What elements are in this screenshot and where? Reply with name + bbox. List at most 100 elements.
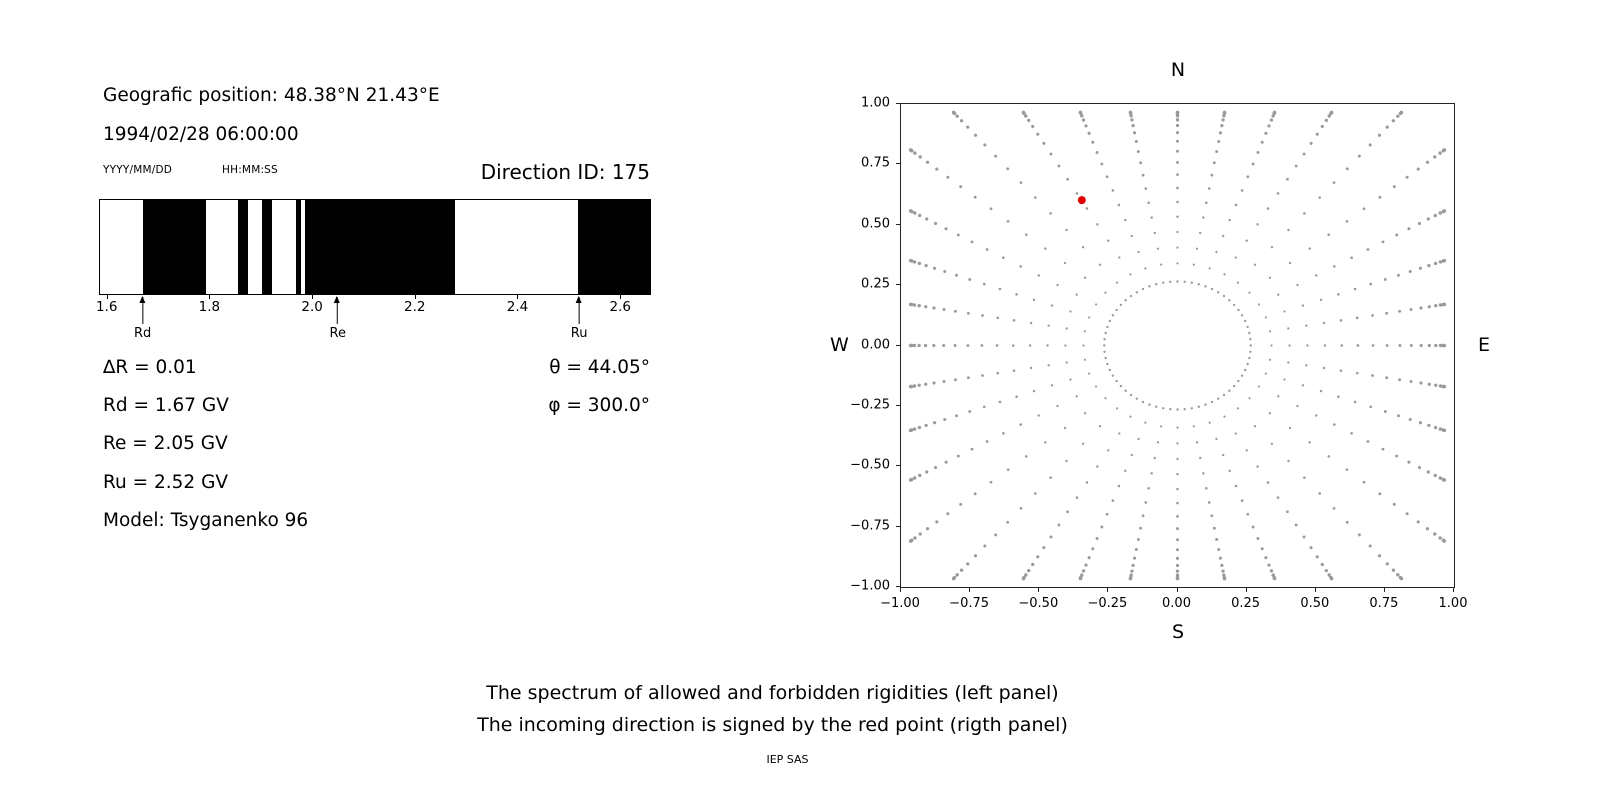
asymptotic-dot bbox=[1128, 110, 1133, 115]
ring-dot bbox=[1106, 362, 1109, 366]
asymptotic-dot bbox=[1133, 556, 1137, 560]
marker-label: Rd bbox=[133, 326, 152, 341]
asymptotic-dot bbox=[1306, 344, 1309, 347]
asymptotic-dot bbox=[1192, 263, 1195, 266]
asymptotic-dot bbox=[996, 316, 1000, 320]
asymptotic-dot bbox=[1240, 499, 1244, 502]
y-tick-mark bbox=[896, 465, 900, 467]
asymptotic-dot bbox=[1383, 278, 1387, 281]
asymptotic-dot bbox=[1057, 164, 1061, 168]
asymptotic-dot bbox=[913, 151, 917, 155]
asymptotic-dot bbox=[1107, 449, 1110, 452]
asymptotic-dot bbox=[908, 384, 913, 389]
forbidden-band bbox=[143, 200, 207, 294]
ring-dot bbox=[1119, 384, 1123, 388]
asymptotic-dot bbox=[1088, 372, 1091, 375]
asymptotic-dot bbox=[1427, 382, 1431, 386]
ring-dot bbox=[1155, 283, 1158, 286]
asymptotic-dot bbox=[1362, 207, 1366, 211]
asymptotic-dot bbox=[995, 344, 999, 347]
asymptotic-dot bbox=[1221, 234, 1225, 238]
asymptotic-dot bbox=[1117, 203, 1121, 207]
asymptotic-dot bbox=[1296, 283, 1299, 287]
asymptotic-dot bbox=[1248, 397, 1251, 400]
asymptotic-dot bbox=[942, 308, 946, 312]
y-tick-mark bbox=[896, 163, 900, 165]
date-format-label: YYYY/MM/DD bbox=[103, 164, 173, 176]
forbidden-band bbox=[296, 200, 302, 294]
asymptotic-dot bbox=[1322, 321, 1326, 325]
asymptotic-dot bbox=[973, 195, 977, 199]
asymptotic-dot bbox=[1442, 478, 1447, 482]
asymptotic-dot bbox=[953, 309, 957, 313]
asymptotic-dot bbox=[1385, 376, 1389, 380]
asymptotic-dot bbox=[1267, 124, 1271, 128]
asymptotic-dot bbox=[953, 378, 957, 382]
asymptotic-dot bbox=[944, 227, 948, 231]
asymptotic-dot bbox=[1128, 576, 1133, 581]
asymptotic-dot bbox=[1269, 569, 1274, 573]
asymptotic-dot bbox=[1438, 536, 1442, 540]
caption-line-1: The spectrum of allowed and forbidden ri… bbox=[486, 682, 1059, 704]
asymptotic-dot bbox=[951, 110, 956, 115]
asymptotic-dot bbox=[1044, 441, 1047, 444]
asymptotic-dot bbox=[956, 454, 960, 458]
ring-dot bbox=[1249, 344, 1252, 347]
y-tick-label: 1.00 bbox=[861, 95, 890, 111]
asymptotic-dot bbox=[1433, 213, 1437, 218]
asymptotic-dot bbox=[1096, 223, 1099, 226]
asymptotic-dot bbox=[1199, 231, 1202, 235]
asymptotic-dot bbox=[1034, 196, 1037, 199]
ring-dot bbox=[1148, 285, 1151, 288]
asymptotic-dot bbox=[1309, 546, 1313, 550]
x-tick-mark bbox=[106, 295, 108, 299]
asymptotic-dot bbox=[1350, 431, 1353, 435]
x-tick-label: 0.50 bbox=[1300, 596, 1330, 611]
theta-value: θ = 44.05° bbox=[549, 357, 650, 378]
asymptotic-dot bbox=[1353, 400, 1357, 404]
asymptotic-dot bbox=[1160, 263, 1163, 266]
asymptotic-dot bbox=[1015, 293, 1018, 296]
asymptotic-dot bbox=[908, 539, 913, 543]
x-tick-label: 1.8 bbox=[198, 299, 221, 315]
asymptotic-dot bbox=[1266, 207, 1270, 210]
x-tick-mark bbox=[620, 295, 622, 299]
asymptotic-dot bbox=[1240, 189, 1244, 192]
asymptotic-dot bbox=[1236, 281, 1240, 284]
asymptotic-dot bbox=[1426, 217, 1430, 221]
asymptotic-dot bbox=[1098, 263, 1102, 266]
asymptotic-dot bbox=[1234, 432, 1237, 435]
asymptotic-dot bbox=[1037, 414, 1041, 417]
asymptotic-dot bbox=[1397, 273, 1400, 277]
y-tick-label: 0.25 bbox=[861, 276, 890, 292]
asymptotic-dot bbox=[998, 400, 1002, 404]
geographic-position: Geografic position: 48.38°N 21.43°E bbox=[103, 85, 440, 106]
asymptotic-dot bbox=[985, 248, 989, 251]
asymptotic-dot bbox=[1065, 459, 1068, 463]
ring-dot bbox=[1228, 389, 1231, 392]
asymptotic-dot bbox=[1175, 563, 1180, 568]
asymptotic-dot bbox=[1314, 414, 1318, 417]
asymptotic-dot bbox=[1353, 287, 1357, 291]
x-tick-mark bbox=[1038, 588, 1040, 592]
asymptotic-dot bbox=[1433, 473, 1437, 478]
asymptotic-dot bbox=[994, 533, 998, 537]
asymptotic-dot bbox=[1257, 385, 1261, 388]
asymptotic-dot bbox=[908, 478, 913, 482]
ring-dot bbox=[1111, 374, 1115, 377]
spectrum-x-tick-labels: 1.6 1.8 2.0 2.2 2.4 2.6 bbox=[96, 299, 651, 317]
asymptotic-dot bbox=[1065, 327, 1068, 330]
asymptotic-dot bbox=[1006, 520, 1010, 524]
asymptotic-dot bbox=[924, 343, 928, 348]
x-tick-mark bbox=[1107, 588, 1109, 592]
asymptotic-dot bbox=[1063, 426, 1067, 430]
asymptotic-dot bbox=[1442, 539, 1447, 543]
asymptotic-dot bbox=[946, 512, 950, 516]
asymptotic-dot bbox=[1047, 324, 1050, 327]
asymptotic-dot bbox=[1087, 556, 1091, 560]
asymptotic-dot bbox=[913, 476, 917, 480]
asymptotic-dot bbox=[1208, 267, 1211, 270]
asymptotic-dot bbox=[981, 314, 984, 317]
asymptotic-dot bbox=[1264, 372, 1267, 375]
y-tick-label: −0.25 bbox=[850, 397, 890, 413]
